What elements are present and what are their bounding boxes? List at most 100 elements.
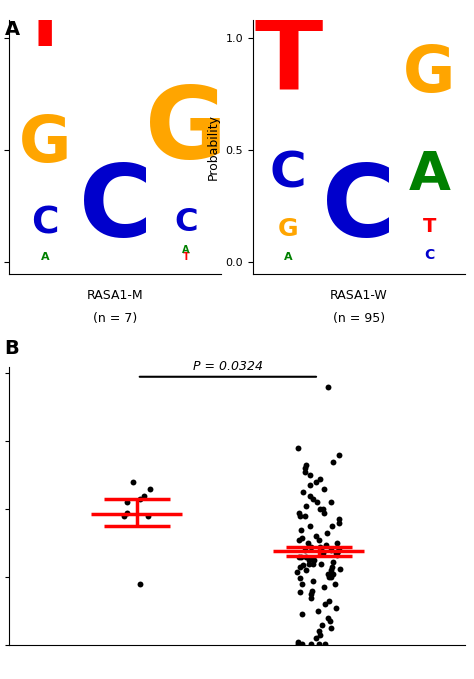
- Point: [316, 639, 323, 650]
- Point: [123, 497, 131, 508]
- Point: [314, 606, 321, 617]
- Point: [309, 575, 317, 586]
- Point: [316, 473, 324, 484]
- Point: [136, 579, 144, 589]
- Text: C: C: [31, 205, 58, 241]
- Point: [319, 504, 327, 515]
- Point: [296, 511, 304, 521]
- Point: [307, 589, 314, 600]
- Point: [305, 538, 312, 549]
- Point: [298, 579, 306, 589]
- Point: [316, 541, 324, 552]
- Point: [294, 443, 302, 454]
- Point: [307, 521, 314, 532]
- Point: [297, 551, 305, 562]
- Point: [332, 548, 340, 559]
- Point: [321, 599, 328, 610]
- Point: [336, 517, 343, 528]
- Point: [129, 477, 137, 488]
- Point: [336, 449, 343, 460]
- Text: (n = 95): (n = 95): [333, 312, 385, 325]
- Point: [309, 558, 317, 569]
- Point: [324, 568, 332, 579]
- Point: [313, 497, 321, 508]
- Point: [333, 538, 341, 549]
- Text: A: A: [40, 253, 49, 262]
- Point: [310, 555, 318, 566]
- Point: [327, 572, 335, 583]
- Text: RASA1-M: RASA1-M: [87, 289, 144, 302]
- Point: [306, 558, 313, 569]
- Point: [325, 595, 333, 606]
- Point: [295, 551, 303, 562]
- Point: [299, 609, 306, 620]
- Point: [334, 549, 341, 560]
- Point: [299, 532, 306, 543]
- Text: T: T: [422, 217, 436, 236]
- Text: T: T: [254, 14, 322, 110]
- Point: [316, 504, 323, 515]
- Text: T: T: [20, 0, 69, 61]
- Point: [295, 534, 302, 545]
- Point: [329, 557, 337, 568]
- Point: [146, 483, 154, 494]
- Point: [294, 636, 302, 647]
- Point: [332, 602, 339, 613]
- Point: [317, 543, 325, 554]
- Point: [306, 490, 314, 501]
- Point: [319, 548, 327, 559]
- Text: C: C: [322, 161, 395, 258]
- Point: [334, 546, 342, 557]
- Text: G: G: [403, 43, 456, 105]
- Point: [302, 500, 310, 511]
- Point: [297, 573, 304, 584]
- Point: [301, 463, 309, 474]
- Text: G: G: [278, 217, 299, 241]
- Text: C: C: [79, 161, 152, 258]
- Point: [317, 558, 325, 569]
- Point: [328, 521, 336, 532]
- Point: [320, 483, 328, 494]
- Point: [306, 480, 314, 491]
- Point: [295, 507, 303, 518]
- Point: [323, 528, 331, 538]
- Point: [315, 534, 322, 545]
- Point: [297, 562, 304, 572]
- Point: [307, 470, 314, 481]
- Text: B: B: [5, 340, 19, 359]
- Point: [324, 382, 332, 392]
- Point: [123, 507, 131, 518]
- Point: [335, 514, 342, 525]
- Point: [327, 545, 335, 555]
- Text: (n = 7): (n = 7): [93, 312, 137, 325]
- Point: [305, 555, 313, 566]
- Point: [337, 564, 344, 574]
- Point: [312, 531, 320, 542]
- Point: [293, 566, 301, 577]
- Y-axis label: Probability: Probability: [207, 114, 220, 180]
- Point: [308, 553, 315, 564]
- Point: [140, 490, 147, 501]
- Point: [301, 545, 309, 555]
- Point: [321, 639, 328, 650]
- Point: [327, 623, 335, 634]
- Point: [315, 626, 322, 637]
- Point: [300, 559, 307, 570]
- Point: [300, 487, 307, 498]
- Text: RASA1-W: RASA1-W: [330, 289, 388, 302]
- Text: C: C: [424, 249, 434, 262]
- Point: [318, 619, 325, 630]
- Point: [327, 565, 335, 576]
- Point: [328, 497, 335, 508]
- Text: P = 0.0324: P = 0.0324: [193, 361, 263, 373]
- Point: [320, 582, 328, 593]
- Point: [301, 511, 308, 521]
- Point: [329, 568, 337, 579]
- Point: [327, 616, 334, 627]
- Point: [296, 587, 304, 598]
- Text: T: T: [182, 253, 189, 262]
- Text: G: G: [145, 84, 227, 180]
- Point: [302, 460, 310, 471]
- Point: [312, 477, 320, 488]
- Point: [144, 511, 151, 521]
